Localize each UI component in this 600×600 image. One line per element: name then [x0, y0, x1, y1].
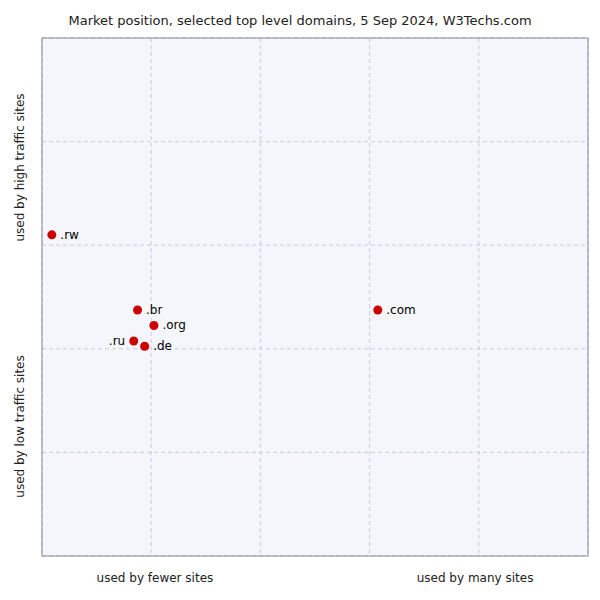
grid-line-y: [42, 452, 588, 453]
grid-line-x: [151, 38, 152, 556]
point-label: .rw: [60, 228, 79, 242]
grid-line-x: [478, 38, 479, 556]
grid-line-y: [42, 348, 588, 349]
point-label: .br: [146, 303, 162, 317]
point: [149, 321, 158, 330]
plot-frame: [42, 38, 588, 556]
y-label-bottom: used by low traffic sites: [13, 355, 27, 497]
point-label: .de: [153, 339, 172, 353]
point-label: .ru: [109, 334, 125, 348]
grid-line-y: [42, 141, 588, 142]
x-label-right: used by many sites: [417, 571, 534, 585]
grid-line-x: [369, 38, 370, 556]
y-label-top: used by high traffic sites: [13, 93, 27, 241]
point: [373, 305, 382, 314]
point: [140, 342, 149, 351]
point-labels: .rw .br.org .ru .de .com: [60, 228, 415, 353]
point: [47, 230, 56, 239]
grid-line-y: [42, 245, 588, 246]
point: [133, 305, 142, 314]
point-label: .org: [162, 318, 186, 332]
chart: .rw .br.org .ru .de .com Market position, sel…: [0, 0, 600, 600]
title: Market position, selected top level doma…: [68, 13, 531, 28]
grid-line-x: [260, 38, 261, 556]
x-label-left: used by fewer sites: [97, 571, 214, 585]
points: [47, 230, 382, 350]
point: [129, 337, 138, 346]
grid: [42, 38, 588, 556]
plot-area: [42, 38, 588, 556]
point-label: .com: [386, 303, 415, 317]
